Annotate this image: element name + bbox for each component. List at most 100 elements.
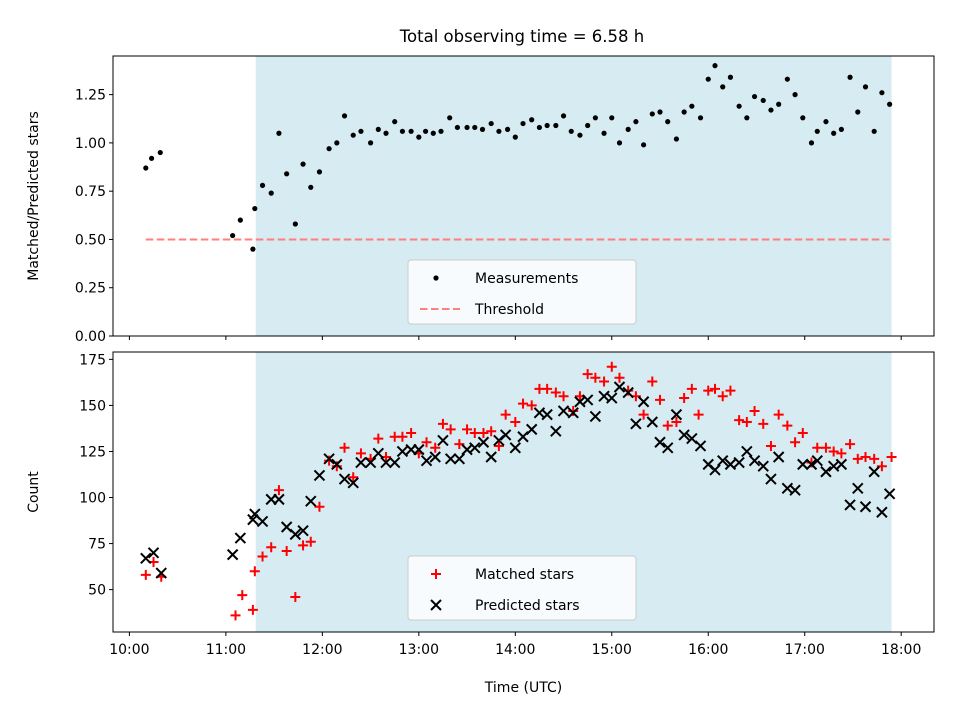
predicted-stars-point bbox=[811, 454, 823, 467]
measurement-point bbox=[392, 119, 398, 125]
matched-stars-point bbox=[820, 442, 831, 453]
predicted-stars-point bbox=[789, 484, 801, 496]
predicted-stars-point bbox=[485, 451, 497, 463]
measurement-point bbox=[367, 140, 374, 146]
measurement-point bbox=[601, 130, 607, 136]
matched-stars-point bbox=[679, 393, 690, 404]
matched-stars-point bbox=[314, 501, 325, 512]
x-tick-label: 12:00 bbox=[302, 642, 342, 658]
legend-x-symbol bbox=[430, 599, 442, 611]
predicted-stars-point bbox=[709, 464, 721, 476]
top-legend: Measurements Threshold bbox=[407, 259, 637, 325]
predicted-stars-point bbox=[724, 458, 737, 471]
matched-stars-point bbox=[526, 400, 537, 411]
predicted-stars-point bbox=[868, 466, 880, 478]
legend-label: Measurements bbox=[475, 271, 578, 287]
y-tick-label: 100 bbox=[79, 491, 106, 507]
measurement-point bbox=[447, 115, 453, 121]
measurement-point bbox=[496, 128, 502, 134]
matched-stars-point bbox=[599, 376, 610, 387]
matched-stars-point bbox=[298, 540, 309, 551]
predicted-stars-point bbox=[622, 386, 634, 399]
predicted-stars-point bbox=[499, 429, 512, 441]
predicted-stars-point bbox=[226, 548, 239, 561]
matched-stars-point bbox=[845, 439, 856, 450]
measurement-point bbox=[673, 136, 680, 142]
measurement-point bbox=[665, 119, 671, 125]
measurement-point bbox=[568, 128, 574, 134]
matched-stars-point bbox=[339, 442, 350, 453]
measurement-point bbox=[616, 140, 623, 146]
measurement-point bbox=[383, 130, 389, 136]
matched-stars-point bbox=[510, 417, 521, 427]
matched-stars-point bbox=[550, 387, 561, 398]
predicted-stars-point bbox=[606, 392, 618, 404]
predicted-stars-point bbox=[273, 493, 285, 506]
matched-stars-point bbox=[734, 415, 745, 426]
measurement-point bbox=[237, 217, 243, 223]
measurement-point bbox=[689, 103, 695, 109]
predicted-stars-point bbox=[234, 532, 247, 544]
measurement-point bbox=[649, 111, 655, 117]
matched-stars-point bbox=[606, 361, 617, 372]
measurement-point bbox=[560, 113, 567, 119]
measurement-point bbox=[529, 117, 535, 123]
y-tick-label: 0.00 bbox=[75, 329, 106, 345]
y-tick-label: 1.00 bbox=[75, 136, 106, 152]
predicted-stars-point bbox=[797, 458, 809, 471]
predicted-stars-point bbox=[630, 418, 642, 430]
matched-stars-point bbox=[741, 417, 752, 427]
matched-stars-point bbox=[249, 566, 260, 577]
predicted-stars-point bbox=[733, 456, 745, 469]
predicted-stars-point bbox=[429, 451, 441, 463]
predicted-stars-point bbox=[567, 407, 579, 419]
matched-stars-point bbox=[860, 452, 871, 462]
matched-stars-point bbox=[500, 409, 511, 420]
measurement-point bbox=[454, 124, 461, 131]
matched-stars-point bbox=[568, 405, 579, 416]
matched-stars-point bbox=[462, 424, 473, 435]
matched-stars-point bbox=[305, 536, 316, 547]
predicted-stars-point bbox=[765, 473, 777, 485]
predicted-stars-point bbox=[835, 458, 848, 471]
y-tick-label: 0.50 bbox=[75, 232, 106, 248]
predicted-stars-point bbox=[420, 454, 433, 467]
x-tick-label: 18:00 bbox=[881, 642, 921, 658]
matched-stars-point bbox=[725, 385, 736, 396]
measurement-point bbox=[823, 119, 829, 125]
matched-stars-point bbox=[355, 448, 366, 459]
matched-stars-point bbox=[812, 442, 823, 453]
matched-stars-point bbox=[647, 376, 658, 387]
predicted-stars-point bbox=[694, 440, 707, 452]
predicted-stars-point bbox=[355, 456, 367, 469]
predicted-stars-point bbox=[670, 408, 683, 421]
measurement-point bbox=[887, 101, 893, 107]
measurement-point bbox=[326, 146, 332, 152]
matched-stars-point bbox=[828, 446, 839, 457]
predicted-stars-point bbox=[717, 454, 729, 467]
predicted-stars-point bbox=[331, 458, 343, 471]
measurement-point bbox=[776, 101, 782, 107]
legend-label: Threshold bbox=[474, 302, 544, 318]
matched-stars-point bbox=[230, 610, 241, 621]
y-tick-label: 1.25 bbox=[75, 88, 106, 104]
predicted-stars-point bbox=[297, 524, 309, 537]
legend-dot-symbol bbox=[433, 275, 439, 281]
measurement-point bbox=[751, 93, 758, 100]
measurement-point bbox=[259, 182, 266, 188]
predicted-stars-point bbox=[662, 442, 674, 454]
measurement-point bbox=[712, 63, 718, 69]
measurement-point bbox=[760, 97, 766, 104]
measurement-point bbox=[358, 128, 364, 134]
predicted-stars-point bbox=[413, 443, 425, 456]
matched-stars-point bbox=[493, 440, 504, 451]
matched-stars-point bbox=[290, 592, 301, 602]
predicted-stars-point bbox=[364, 456, 377, 469]
matched-stars-point bbox=[886, 452, 897, 462]
predicted-stars-point bbox=[289, 528, 302, 541]
measurement-point bbox=[705, 76, 711, 82]
predicted-stars-point bbox=[637, 396, 650, 408]
matched-stars-point bbox=[331, 461, 342, 472]
measurement-point bbox=[641, 142, 647, 148]
